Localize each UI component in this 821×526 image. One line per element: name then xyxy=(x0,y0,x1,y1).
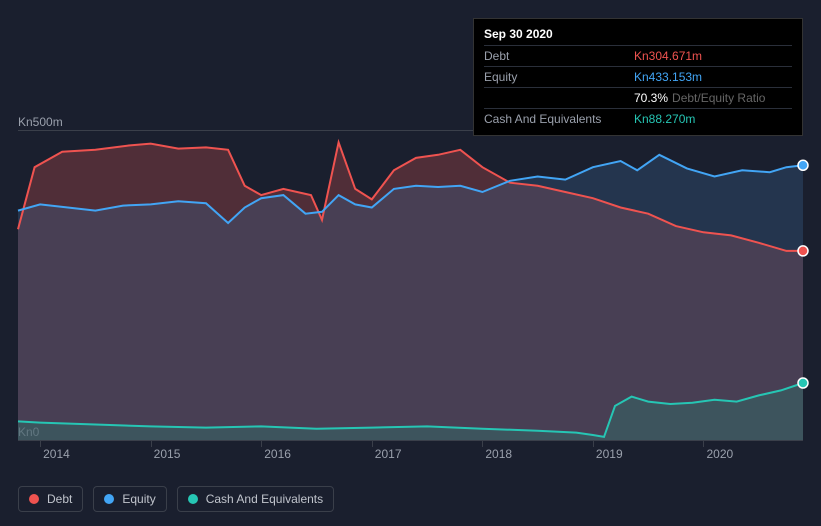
tooltip-ratio-value: 70.3% xyxy=(634,91,668,105)
tooltip-date: Sep 30 2020 xyxy=(484,25,792,45)
x-tick-label: 2014 xyxy=(40,441,68,447)
legend-label: Debt xyxy=(47,492,72,506)
y-tick-label: Kn500m xyxy=(18,115,63,129)
tooltip-row-cash: Cash And Equivalents Kn88.270m xyxy=(484,108,792,129)
legend-dot-cash-icon xyxy=(188,494,198,504)
tooltip-ratio-label: Debt/Equity Ratio xyxy=(672,91,765,105)
chart-svg xyxy=(18,130,803,440)
tooltip-value-debt: Kn304.671m xyxy=(634,49,702,63)
series-marker-cash xyxy=(798,378,808,388)
x-tick-label: 2019 xyxy=(593,441,621,447)
tooltip-box: Sep 30 2020 Debt Kn304.671m Equity Kn433… xyxy=(473,18,803,136)
series-marker-debt xyxy=(798,246,808,256)
legend-item-equity[interactable]: Equity xyxy=(93,486,166,512)
legend-label: Cash And Equivalents xyxy=(206,492,323,506)
tooltip-row-ratio: 70.3% Debt/Equity Ratio xyxy=(484,87,792,108)
legend-dot-debt-icon xyxy=(29,494,39,504)
tooltip-label: Equity xyxy=(484,70,634,84)
tooltip-label xyxy=(484,91,634,105)
legend-label: Equity xyxy=(122,492,155,506)
x-tick-label: 2017 xyxy=(372,441,400,447)
legend-item-debt[interactable]: Debt xyxy=(18,486,83,512)
tooltip-value-equity: Kn433.153m xyxy=(634,70,702,84)
chart-container: Sep 30 2020 Debt Kn304.671m Equity Kn433… xyxy=(0,0,821,526)
x-axis: 2014 2015 2016 2017 2018 2019 2020 xyxy=(18,440,803,470)
x-tick-label: 2018 xyxy=(482,441,510,447)
series-marker-equity xyxy=(798,160,808,170)
tooltip-row-debt: Debt Kn304.671m xyxy=(484,45,792,66)
x-tick-label: 2020 xyxy=(703,441,731,447)
x-tick-label: 2015 xyxy=(151,441,179,447)
tooltip-row-equity: Equity Kn433.153m xyxy=(484,66,792,87)
legend: Debt Equity Cash And Equivalents xyxy=(18,486,334,512)
tooltip-label: Debt xyxy=(484,49,634,63)
plot-area[interactable] xyxy=(18,130,803,440)
x-tick-label: 2016 xyxy=(261,441,289,447)
tooltip-label: Cash And Equivalents xyxy=(484,112,634,126)
legend-dot-equity-icon xyxy=(104,494,114,504)
tooltip-value-cash: Kn88.270m xyxy=(634,112,695,126)
legend-item-cash[interactable]: Cash And Equivalents xyxy=(177,486,334,512)
